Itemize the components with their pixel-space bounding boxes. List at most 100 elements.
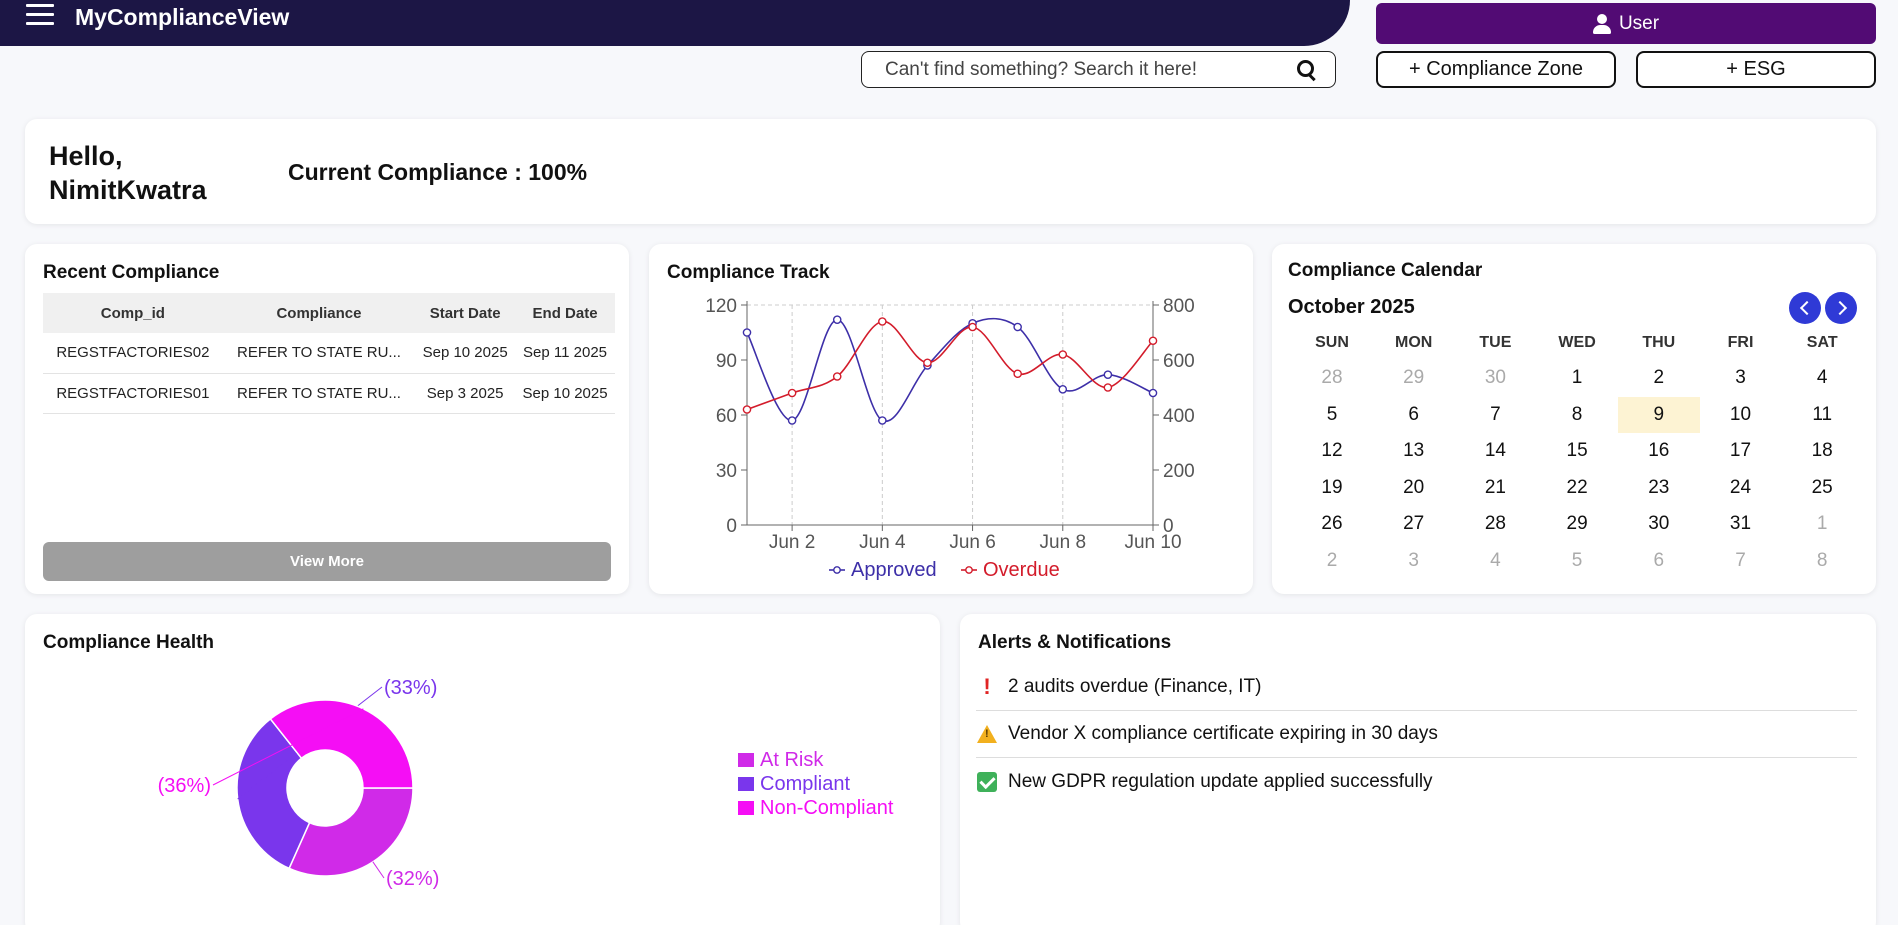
donut-slice-compliant <box>236 717 311 870</box>
calendar-day[interactable]: 4 <box>1816 367 1828 388</box>
x-tick-label: Jun 10 <box>1124 532 1181 553</box>
legend-label: At Risk <box>760 749 824 771</box>
data-point <box>742 328 752 337</box>
data-point <box>1013 322 1022 332</box>
donut-slice-at-risk <box>288 787 414 877</box>
calendar-day[interactable]: 6 <box>1653 550 1665 571</box>
data-point <box>1103 383 1113 392</box>
user-button[interactable]: User <box>1376 3 1876 44</box>
user-icon <box>1592 13 1611 34</box>
table-cell: REGSTFACTORIES02 <box>43 333 223 374</box>
alerts-card: Alerts & Notifications ! 2 audits overdu… <box>960 614 1876 925</box>
calendar-day[interactable]: 12 <box>1321 440 1343 462</box>
right-tick-label: 800 <box>1163 296 1195 317</box>
column-header: End Date <box>515 293 615 333</box>
calendar-day[interactable]: 4 <box>1490 550 1501 571</box>
table-row[interactable]: REGSTFACTORIES02 REFER TO STATE RU... Se… <box>43 333 615 374</box>
alert-item[interactable]: ! 2 audits overdue (Finance, IT) <box>976 664 1857 711</box>
calendar-day[interactable]: 30 <box>1484 367 1506 388</box>
calendar-day[interactable]: 27 <box>1403 513 1425 535</box>
calendar-day[interactable]: 22 <box>1566 476 1588 498</box>
column-header: Comp_id <box>43 293 223 333</box>
calendar-day[interactable]: 25 <box>1811 476 1833 498</box>
calendar-day[interactable]: 19 <box>1321 476 1343 498</box>
data-point <box>832 315 842 324</box>
calendar-day[interactable]: 29 <box>1566 513 1588 535</box>
legend-item: At Risk <box>738 749 824 771</box>
alert-item[interactable]: New GDPR regulation update applied succe… <box>976 758 1857 805</box>
legend-item: Overdue <box>961 559 1060 581</box>
calendar-day[interactable]: 5 <box>1571 550 1583 571</box>
column-header: Compliance <box>222 293 416 333</box>
recent-compliance-title: Recent Compliance <box>43 262 220 283</box>
calendar-day[interactable]: 17 <box>1729 440 1752 462</box>
calendar-day[interactable]: 1 <box>1571 367 1583 388</box>
table-cell: REFER TO STATE RU... <box>222 373 416 414</box>
greeting-card: Hello, NimitKwatra Current Compliance : … <box>25 119 1876 224</box>
calendar-day[interactable]: 1 <box>1816 513 1828 535</box>
alert-item[interactable]: Vendor X compliance certificate expiring… <box>976 711 1857 758</box>
legend-marker <box>965 566 973 574</box>
calendar-day[interactable]: 7 <box>1490 403 1501 425</box>
calendar-day[interactable]: 26 <box>1321 513 1343 535</box>
data-point <box>832 372 842 381</box>
greeting-name: NimitKwatra <box>49 175 207 205</box>
alerts-title: Alerts & Notifications <box>978 632 1172 653</box>
calendar-next-button[interactable] <box>1825 292 1857 324</box>
calendar-day[interactable]: 5 <box>1326 403 1338 425</box>
current-compliance: Current Compliance : 100% <box>288 159 588 185</box>
menu-icon[interactable] <box>26 4 54 28</box>
exclamation-icon: ! <box>983 674 991 699</box>
calendar-day[interactable]: 13 <box>1403 440 1425 462</box>
alert-text: New GDPR regulation update applied succe… <box>1008 770 1433 792</box>
calendar-day[interactable]: 23 <box>1648 476 1670 498</box>
data-point <box>923 358 932 368</box>
series-approved <box>742 315 1158 425</box>
data-point <box>1148 336 1158 346</box>
calendar-day[interactable]: 7 <box>1735 550 1746 571</box>
compliance-track-card: Compliance Track Jun 2 Jun 4 Jun 6 Jun 8 Jun… <box>649 244 1253 594</box>
calendar-day[interactable]: 15 <box>1566 440 1588 462</box>
calendar-day[interactable]: 20 <box>1403 476 1425 498</box>
alert-text: Vendor X compliance certificate expiring… <box>1008 723 1438 744</box>
top-navbar: MyComplianceView <box>0 0 1350 46</box>
calendar-day[interactable]: 3 <box>1735 367 1746 388</box>
table-row[interactable]: REGSTFACTORIES01 REFER TO STATE RU... Se… <box>43 373 615 414</box>
compliance-health-card: Compliance Health (32%) (33%) (36%) At Risk… <box>25 614 940 925</box>
series-line-approved <box>746 317 1154 423</box>
calendar-day[interactable]: 28 <box>1321 367 1343 388</box>
search-input[interactable] <box>885 58 1297 81</box>
calendar-day[interactable]: 24 <box>1729 476 1752 498</box>
calendar-day[interactable]: 21 <box>1484 476 1506 498</box>
add-compliance-zone-button[interactable]: + Compliance Zone <box>1376 51 1616 88</box>
calendar-day[interactable]: 2 <box>1653 367 1665 388</box>
user-label: User <box>1618 12 1660 34</box>
calendar-day[interactable]: 11 <box>1812 403 1833 425</box>
data-point <box>1058 385 1068 394</box>
calendar-day[interactable]: 9 <box>1617 396 1700 433</box>
calendar-day[interactable]: 10 <box>1729 403 1752 425</box>
search-bar <box>861 51 1336 88</box>
calendar-day[interactable]: 31 <box>1729 513 1752 535</box>
calendar-day[interactable]: 2 <box>1326 550 1338 571</box>
calendar-day[interactable]: 30 <box>1648 513 1670 535</box>
slice-value-label: (33%) <box>384 677 437 699</box>
calendar-day[interactable]: 28 <box>1484 513 1506 535</box>
table-cell: Sep 3 2025 <box>415 373 516 414</box>
calendar-day[interactable]: 3 <box>1408 550 1419 571</box>
calendar-day[interactable]: 14 <box>1484 440 1506 462</box>
calendar-day[interactable]: 6 <box>1408 403 1419 425</box>
search-icon[interactable] <box>1297 59 1317 80</box>
compliance-track-title: Compliance Track <box>667 262 830 283</box>
view-more-button[interactable]: View More <box>43 542 611 581</box>
calendar-day[interactable]: 16 <box>1648 440 1670 462</box>
add-esg-button[interactable]: + ESG <box>1636 51 1876 88</box>
x-tick-label: Jun 2 <box>769 532 815 553</box>
series-line-overdue <box>746 320 1154 411</box>
calendar-day[interactable]: 18 <box>1811 440 1833 462</box>
calendar-prev-button[interactable] <box>1789 292 1821 324</box>
legend-label: Non-Compliant <box>760 797 894 819</box>
calendar-day[interactable]: 8 <box>1816 550 1828 571</box>
calendar-day[interactable]: 29 <box>1403 367 1425 388</box>
calendar-day[interactable]: 8 <box>1571 403 1583 425</box>
